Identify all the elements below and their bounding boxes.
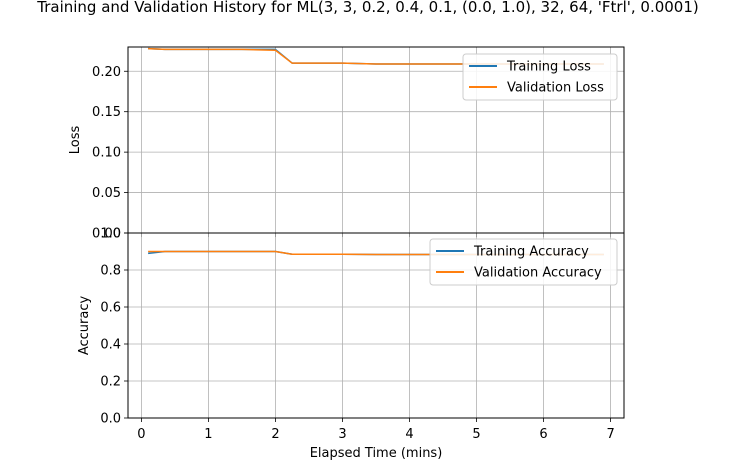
- accuracy-xtick-label: 7: [606, 427, 614, 442]
- accuracy-ytick-label: 0.0: [100, 412, 121, 427]
- accuracy-xtick-label: 2: [271, 427, 279, 442]
- accuracy-legend: Training Accuracy Validation Accuracy: [429, 238, 618, 286]
- accuracy-legend-label: Training Accuracy: [473, 245, 589, 260]
- loss-ytick-label: 0.10: [92, 146, 121, 161]
- loss-ylabel: Loss: [68, 126, 83, 155]
- loss-ytick-label: 0.05: [92, 186, 121, 201]
- accuracy-ylabel: Accuracy: [77, 296, 92, 356]
- accuracy-ytick-label: 0.6: [100, 301, 121, 316]
- accuracy-legend-box: [429, 238, 618, 286]
- accuracy-legend-label: Validation Accuracy: [474, 266, 602, 281]
- loss-ytick-label: 0.15: [92, 105, 121, 120]
- loss-ytick-label: 0.20: [92, 65, 121, 80]
- accuracy-xlabel: Elapsed Time (mins): [310, 446, 443, 460]
- figure-title: Training and Validation History for ML(3…: [36, 0, 699, 16]
- accuracy-chart: 0.0 0.2 0.4 0.6 0.8 1.0 0 1 2 3 4 5 6 7 Accuracy Elapse…: [77, 227, 625, 460]
- accuracy-xtick-label: 6: [539, 427, 547, 442]
- accuracy-xtick-label: 1: [204, 427, 212, 442]
- accuracy-xtick-label: 5: [472, 427, 480, 442]
- accuracy-xtick-label: 0: [137, 427, 145, 442]
- accuracy-xtick-label: 4: [405, 427, 413, 442]
- loss-ytick-label: 0.00: [92, 227, 121, 242]
- loss-legend-box: [462, 53, 618, 101]
- loss-legend-label: Validation Loss: [507, 81, 604, 96]
- accuracy-ytick-label: 0.2: [100, 375, 121, 390]
- loss-legend: Training Loss Validation Loss: [462, 53, 618, 101]
- accuracy-axes-frame: [127, 232, 625, 419]
- accuracy-ytick-label: 0.4: [100, 338, 121, 353]
- accuracy-xtick-label: 3: [338, 427, 346, 442]
- accuracy-ytick-label: 0.8: [100, 264, 121, 279]
- accuracy-ytick-label: 1.0: [100, 227, 121, 242]
- loss-legend-label: Training Loss: [506, 60, 591, 75]
